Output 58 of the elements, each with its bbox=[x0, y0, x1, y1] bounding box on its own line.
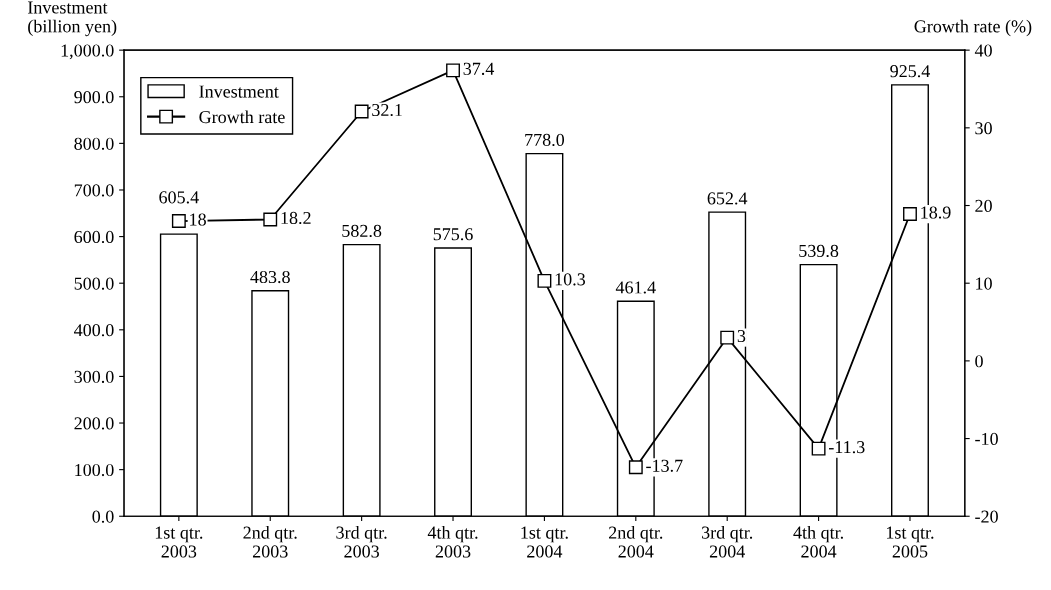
point bbox=[811, 441, 826, 456]
x-tick-label: 3rd qtr. 2003 bbox=[336, 525, 387, 558]
data-label: 461.4 bbox=[615, 281, 656, 294]
point bbox=[537, 273, 552, 288]
x-tick-label: 4th qtr. 2004 bbox=[793, 525, 843, 558]
y2-tick-label: 20 bbox=[975, 199, 992, 212]
legend-label: Growth rate bbox=[199, 110, 285, 124]
point bbox=[628, 460, 643, 475]
x-tick-label: 2nd qtr. 2004 bbox=[609, 525, 663, 558]
point bbox=[263, 212, 278, 227]
y-tick-label: 800.0 bbox=[74, 137, 114, 150]
y-tick-label: 400.0 bbox=[74, 324, 114, 337]
y-tick-label: 100.0 bbox=[75, 463, 114, 477]
x-tick-label: 1st qtr. 2005 bbox=[886, 526, 934, 558]
data-label: 18.9 bbox=[921, 206, 951, 219]
y-tick-label: 200.0 bbox=[74, 417, 114, 430]
y2-tick-label: -10 bbox=[975, 432, 998, 446]
data-label: 575.6 bbox=[433, 228, 473, 241]
x-tick-label: 4th qtr. 2003 bbox=[427, 525, 478, 558]
data-label: 32.1 bbox=[372, 103, 402, 117]
y-tick-label: 300.0 bbox=[74, 370, 114, 383]
y2-tick-label: -20 bbox=[975, 510, 998, 523]
data-label: 582.8 bbox=[342, 224, 382, 238]
y2-tick-label: 0 bbox=[975, 355, 983, 368]
point bbox=[720, 330, 735, 345]
data-label: -11.3 bbox=[828, 441, 865, 454]
data-label: 483.8 bbox=[250, 270, 290, 284]
y2-axis-title: Growth rate (%) bbox=[914, 19, 1032, 37]
y-axis-title: Investment (billion yen) bbox=[27, 1, 117, 37]
data-label: 18 bbox=[190, 213, 206, 226]
data-label: 37.4 bbox=[463, 62, 495, 75]
legend-label: Investment bbox=[199, 85, 279, 98]
data-label: 925.4 bbox=[890, 65, 931, 78]
y-tick-label: 700.0 bbox=[74, 184, 114, 197]
x-tick-label: 1st qtr. 2003 bbox=[155, 526, 203, 558]
data-label: 3 bbox=[737, 329, 746, 343]
y-tick-label: 600.0 bbox=[74, 230, 114, 244]
x-tick-label: 2nd qtr. 2003 bbox=[243, 525, 297, 558]
point bbox=[903, 207, 917, 222]
data-label: 10.3 bbox=[555, 273, 586, 286]
y2-tick-label: 40 bbox=[974, 44, 992, 57]
data-label: 778.0 bbox=[525, 133, 565, 147]
data-label: 18.2 bbox=[281, 211, 311, 225]
y-tick-label: 1,000.0 bbox=[61, 44, 114, 60]
y-tick-label: 0.0 bbox=[92, 510, 114, 523]
point bbox=[171, 214, 186, 228]
data-label: -13.7 bbox=[646, 459, 683, 472]
point bbox=[354, 104, 369, 119]
y-tick-label: 900.0 bbox=[74, 91, 114, 104]
data-label: 652.4 bbox=[707, 192, 748, 205]
y-tick-label: 500.0 bbox=[74, 277, 114, 290]
y2-tick-label: 30 bbox=[975, 122, 992, 135]
y2-tick-label: 10 bbox=[976, 277, 992, 290]
data-label: 539.8 bbox=[799, 244, 839, 258]
data-label: 605.4 bbox=[159, 191, 199, 204]
point bbox=[446, 63, 460, 78]
x-tick-label: 3rd qtr. 2004 bbox=[701, 525, 753, 558]
x-tick-label: 1st qtr. 2004 bbox=[521, 526, 568, 558]
